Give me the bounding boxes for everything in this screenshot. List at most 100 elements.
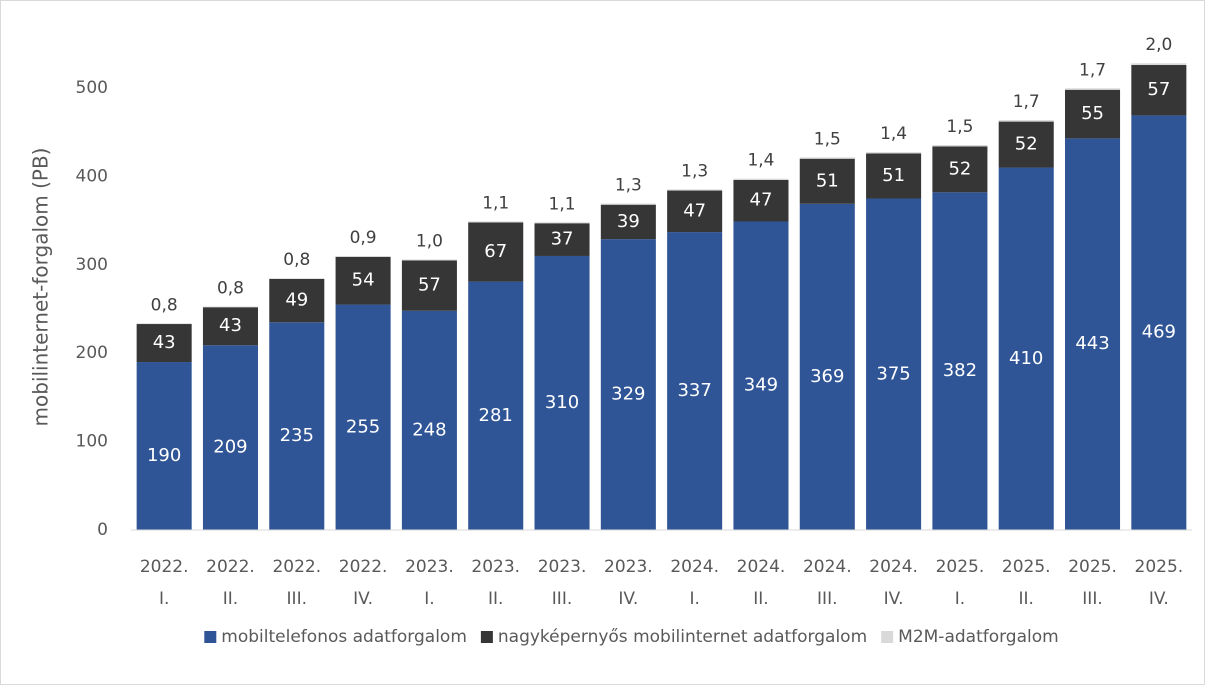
data-label: 47: [750, 190, 773, 211]
x-tick-label: I.: [424, 589, 434, 609]
bar-segment: [1065, 89, 1121, 139]
x-tick-label: 2024.: [670, 557, 719, 577]
x-tick-label: 2024.: [737, 557, 786, 577]
data-label: 39: [617, 211, 640, 232]
data-label: 469: [1142, 322, 1176, 343]
data-label: 49: [285, 290, 308, 311]
bar-segment: [733, 179, 789, 222]
y-axis-label: mobilinternet-forgalom (PB): [29, 148, 53, 427]
bar-segment: [866, 152, 922, 154]
bar-segment: [998, 120, 1054, 122]
bar-segment: [1131, 65, 1187, 116]
bar-segment: [534, 222, 590, 224]
data-label: 310: [545, 392, 579, 413]
bar-segment: [401, 259, 457, 261]
bar-segment: [335, 304, 391, 530]
x-tick-label: 2023.: [538, 557, 587, 577]
legend-swatch: [480, 631, 493, 643]
x-tick-label: 2025.: [936, 557, 985, 577]
data-label: 235: [280, 425, 314, 446]
data-label: 57: [418, 275, 441, 296]
bar-segment: [998, 167, 1054, 530]
bar-segment: [202, 345, 258, 530]
legend-label: M2M-adatforgalom: [898, 627, 1059, 647]
bar-segment: [136, 323, 192, 325]
data-label: 1,5: [814, 129, 841, 149]
y-tick-label: 0: [97, 520, 108, 540]
data-label: 43: [153, 332, 176, 353]
bar-segment: [534, 223, 590, 256]
bar-segment: [600, 204, 656, 240]
bar-segment: [335, 256, 391, 257]
bar-segment: [667, 190, 723, 233]
bar-segment: [1131, 63, 1187, 66]
bar-segment: [468, 281, 524, 530]
bar-segment: [932, 192, 988, 530]
data-label: 1,1: [549, 194, 576, 214]
x-tick-label: 2024.: [803, 557, 852, 577]
data-label: 57: [1147, 79, 1170, 100]
data-label: 52: [1015, 134, 1038, 155]
bar-segment: [600, 203, 656, 205]
x-tick-label: 2025.: [1002, 557, 1051, 577]
x-tick-label: I.: [689, 589, 699, 609]
data-label: 43: [219, 315, 242, 336]
data-label: 2,0: [1145, 35, 1172, 55]
legend-swatch: [881, 631, 894, 643]
data-label: 1,1: [482, 193, 509, 213]
bar-segment: [136, 324, 192, 363]
x-tick-label: I.: [159, 589, 169, 609]
x-tick-label: II.: [753, 589, 768, 609]
x-tick-label: 2023.: [471, 557, 520, 577]
x-tick-label: II.: [1019, 589, 1034, 609]
data-label: 281: [479, 405, 513, 426]
bar-segment: [534, 255, 590, 530]
data-label: 1,3: [615, 176, 642, 196]
data-label: 0,8: [151, 295, 178, 315]
data-label: 1,4: [747, 151, 774, 171]
bar-segment: [468, 222, 524, 282]
bar-segment: [335, 256, 391, 305]
x-tick-label: 2025.: [1135, 557, 1184, 577]
x-tick-label: IV.: [353, 589, 373, 609]
data-label: 255: [346, 416, 380, 437]
bar-segment: [799, 158, 855, 204]
data-label: 1,5: [946, 117, 973, 137]
bar-segment: [269, 278, 325, 279]
data-label: 329: [611, 384, 645, 405]
data-label: 0,8: [217, 279, 244, 299]
bar-segment: [932, 146, 988, 193]
x-tick-label: III.: [817, 589, 837, 609]
y-tick-label: 200: [76, 343, 108, 363]
bar-segment: [667, 189, 723, 191]
data-label: 47: [683, 200, 706, 221]
x-tick-label: IV.: [1149, 589, 1169, 609]
bar-segment: [1131, 115, 1187, 531]
bar-segment: [866, 153, 922, 199]
legend-label: nagyképernyős mobilinternet adatforgalom: [498, 627, 867, 647]
data-label: 67: [484, 241, 507, 262]
bar-segment: [269, 278, 325, 323]
data-label: 1,3: [681, 161, 708, 181]
data-label: 337: [677, 380, 711, 401]
bar-segment: [202, 307, 258, 346]
data-label: 369: [810, 366, 844, 387]
bar-segment: [799, 203, 855, 530]
data-label: 0,8: [283, 250, 310, 270]
x-tick-label: II.: [488, 589, 503, 609]
data-label: 209: [213, 437, 247, 458]
x-tick-label: I.: [955, 589, 965, 609]
legend-label: mobiltelefonos adatforgalom: [221, 627, 467, 647]
x-tick-label: IV.: [618, 589, 638, 609]
bar-segment: [202, 306, 258, 308]
data-label: 349: [744, 375, 778, 396]
bar-segment: [136, 362, 192, 530]
data-label: 375: [876, 363, 910, 384]
bar-segment: [932, 145, 988, 147]
data-label: 55: [1081, 103, 1104, 124]
y-tick-label: 300: [76, 255, 108, 275]
x-tick-label: III.: [287, 589, 307, 609]
data-label: 382: [943, 360, 977, 381]
bar-segment: [733, 178, 789, 180]
